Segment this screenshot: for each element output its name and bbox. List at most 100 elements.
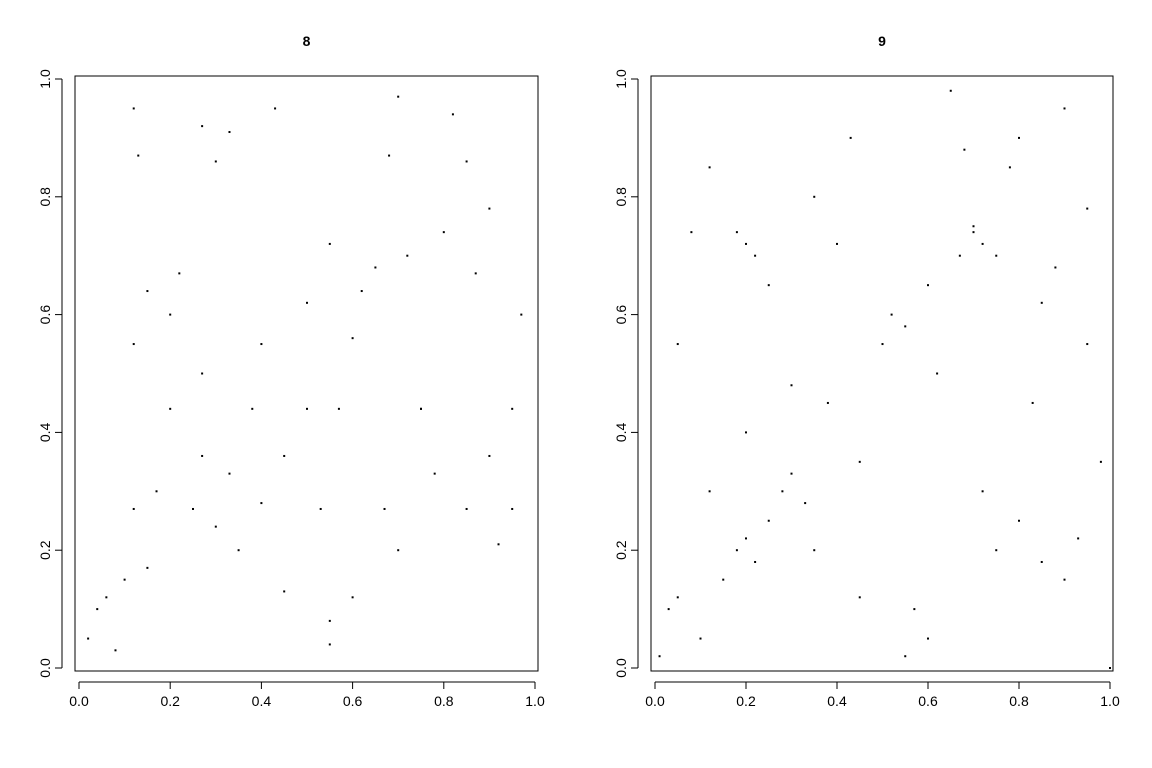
point [155,490,158,493]
point [813,195,816,198]
point [836,242,838,245]
point [488,207,491,210]
point [474,272,477,275]
point [465,160,468,163]
y-tick-label: 0.8 [613,187,629,207]
point [228,472,231,475]
point [260,343,263,346]
point [790,384,793,387]
point [328,643,331,646]
point [676,596,679,599]
point [433,472,436,475]
point [963,148,966,151]
x-tick-label: 0.6 [918,693,938,709]
point [735,231,738,234]
point [790,472,793,475]
point [1086,343,1089,346]
point [1063,107,1066,110]
y-tick-label: 0.2 [613,540,629,560]
point [260,502,263,505]
point [237,549,240,552]
point [283,454,286,457]
point [114,649,117,652]
point [214,525,217,528]
point [913,608,916,611]
point [451,113,454,116]
point [497,543,500,546]
point [667,608,670,611]
point [1109,667,1111,669]
point [745,537,747,540]
point [87,637,90,640]
point [520,313,523,316]
point [927,637,929,640]
point [201,372,204,375]
point [708,490,711,493]
point [981,490,984,493]
point [1040,301,1043,304]
point [949,89,952,92]
y-tick-label: 0.6 [613,305,629,325]
point [132,343,135,346]
point [745,242,747,245]
point [1040,560,1043,563]
point [388,154,391,157]
x-tick-label: 0.8 [1009,693,1029,709]
plot-box [650,75,1114,672]
y-tick-label: 0.0 [613,658,629,678]
point [1086,207,1089,210]
point [178,272,181,275]
point [1099,460,1102,463]
point [146,566,149,569]
x-tick-label: 0.0 [645,693,665,709]
point [228,131,231,134]
point [442,231,445,234]
point [1008,166,1011,169]
point [123,578,126,581]
y-tick-label: 0.2 [37,540,53,560]
point [374,266,377,269]
point [169,407,172,410]
point [658,655,661,658]
point [201,125,204,128]
point [890,313,893,316]
point [1018,519,1020,522]
x-tick-label: 0.0 [69,693,89,709]
point [132,507,135,510]
point [360,290,363,293]
point [904,325,907,328]
point [1031,401,1034,404]
point [1077,537,1080,540]
point [383,507,386,510]
point [306,301,308,304]
point [1054,266,1057,269]
point [397,95,400,98]
x-tick-label: 0.4 [252,693,272,709]
point [96,608,99,611]
x-tick-label: 0.2 [736,693,756,709]
point [351,596,354,599]
point [995,254,998,257]
point [972,225,975,228]
point [754,254,757,257]
point [132,107,135,110]
point [804,502,807,505]
point [274,107,277,110]
point [328,619,331,622]
point [826,401,829,404]
point [420,407,422,410]
point [406,254,409,257]
point [511,507,514,510]
x-tick-label: 0.4 [827,693,847,709]
point [201,454,204,457]
point [337,407,340,410]
point [708,166,711,169]
point [754,560,757,563]
y-tick-label: 0.8 [37,187,53,207]
point [169,313,172,316]
y-tick-label: 0.0 [37,658,53,678]
plot-box [74,75,539,672]
point [137,154,140,157]
y-tick-label: 1.0 [613,69,629,89]
point [745,431,747,434]
